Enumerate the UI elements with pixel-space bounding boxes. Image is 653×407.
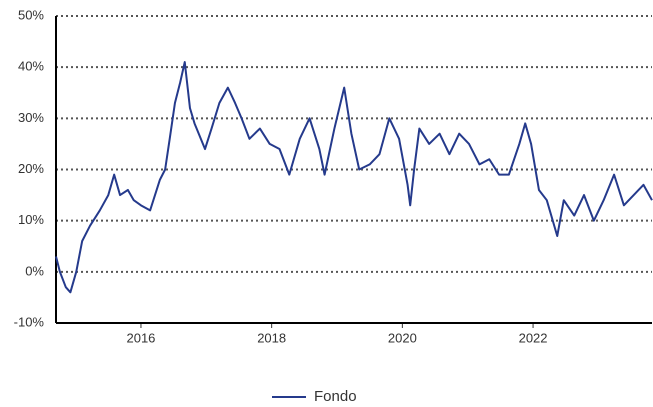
legend-label: Fondo — [314, 388, 357, 405]
y-tick-label: 10% — [18, 212, 44, 227]
y-tick-label: 30% — [18, 110, 44, 125]
y-tick-label: 40% — [18, 59, 44, 74]
y-tick-label: 20% — [18, 161, 44, 176]
x-tick-label: 2020 — [388, 330, 417, 345]
y-tick-label: 50% — [18, 7, 44, 22]
y-tick-label: 0% — [25, 263, 44, 278]
series-line — [55, 61, 653, 294]
y-tick-label: -10% — [14, 314, 45, 329]
x-tick-label: 2022 — [519, 330, 548, 345]
x-tick-label: 2018 — [257, 330, 286, 345]
x-tick-label: 2016 — [126, 330, 155, 345]
